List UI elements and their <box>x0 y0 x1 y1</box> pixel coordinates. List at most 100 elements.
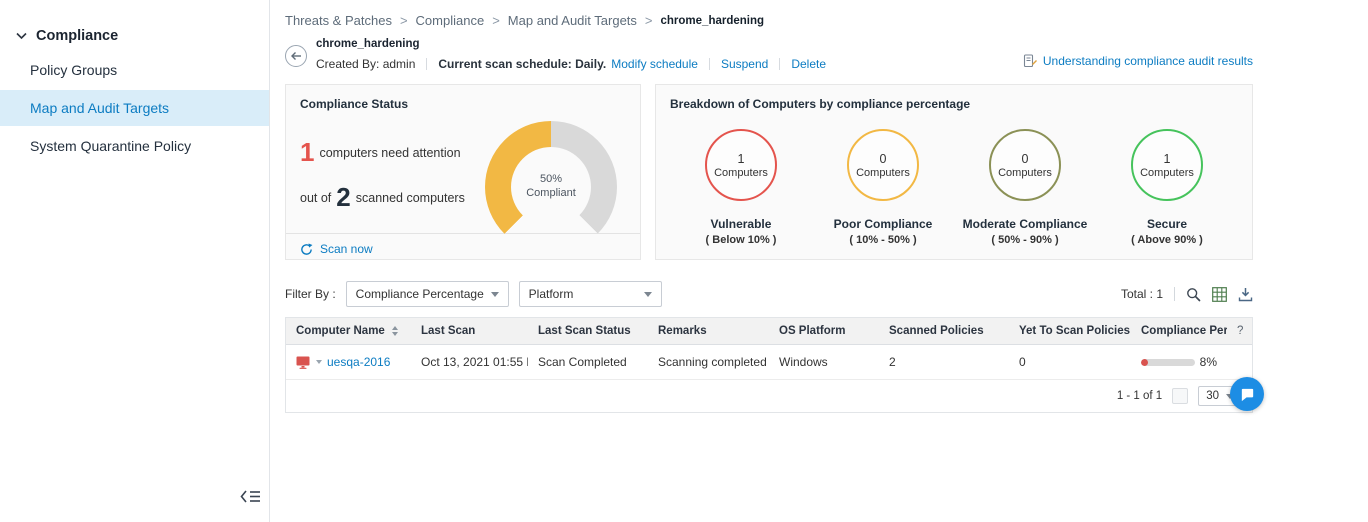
poor-compliance-count-circle[interactable]: 0 Computers <box>847 129 919 201</box>
chevron-down-icon <box>490 291 499 297</box>
suspend-link[interactable]: Suspend <box>720 57 769 71</box>
sidebar-item-system-quarantine-policy[interactable]: System Quarantine Policy <box>0 128 269 164</box>
main-content: Threats & Patches > Compliance > Map and… <box>270 0 1368 522</box>
page-size-value: 30 <box>1206 390 1219 402</box>
breadcrumb-compliance[interactable]: Compliance <box>415 13 485 28</box>
computers-table: Computer Name Last Scan Last Scan Status… <box>285 317 1253 413</box>
computer-name-link[interactable]: uesqa-2016 <box>327 355 391 369</box>
chevron-down-icon <box>16 32 27 40</box>
created-by-text: Created By: admin <box>316 57 416 71</box>
chat-icon <box>1241 388 1253 401</box>
refresh-icon <box>301 243 313 255</box>
column-remarks: Remarks <box>648 318 769 345</box>
column-yet-to-scan-policies: Yet To Scan Policies <box>1009 318 1131 345</box>
breakdown-title: Breakdown of Computers by compliance per… <box>670 97 971 111</box>
compliance-status-body: 1 computers need attention out of 2 scan… <box>286 111 640 253</box>
sidebar-item-map-and-audit-targets[interactable]: Map and Audit Targets <box>0 90 269 126</box>
understanding-results-link[interactable]: Understanding compliance audit results <box>1023 54 1253 71</box>
vulnerable-label: Vulnerable <box>710 217 772 231</box>
os-platform-cell: Windows <box>769 344 879 380</box>
header-info: chrome_hardening Created By: admin Curre… <box>316 38 826 71</box>
compliance-status-text: 1 computers need attention out of 2 scan… <box>300 111 468 233</box>
breadcrumb: Threats & Patches > Compliance > Map and… <box>285 0 1253 28</box>
search-icon <box>1187 287 1201 301</box>
poor-compliance-label: Poor Compliance <box>833 217 933 231</box>
breadcrumb-current: chrome_hardening <box>660 14 765 27</box>
compliance-percent-value: 8% <box>1199 355 1217 369</box>
back-arrow-icon <box>291 52 301 60</box>
back-button[interactable] <box>285 45 307 67</box>
computer-icon <box>296 356 310 369</box>
yet-to-scan-policies-cell: 0 <box>1009 344 1131 380</box>
column-computer-name-label: Computer Name <box>296 325 385 337</box>
modify-schedule-link[interactable]: Modify schedule <box>611 57 698 71</box>
scan-schedule-text: Current scan schedule: Daily. <box>438 57 607 71</box>
column-view-button[interactable] <box>1212 286 1227 302</box>
moderate-compliance-label: Moderate Compliance <box>962 217 1088 231</box>
sidebar-section-compliance[interactable]: Compliance <box>0 22 269 50</box>
scanned-policies-cell: 2 <box>879 344 1009 380</box>
poor-compliance-count: 0 <box>879 151 887 166</box>
sidebar-item-label: Policy Groups <box>30 62 118 78</box>
breakdown-item-moderate-compliance: 0 Computers Moderate Compliance ( 50% - … <box>954 129 1096 246</box>
row-actions-caret[interactable] <box>316 360 322 364</box>
scanned-label: scanned computers <box>355 190 465 205</box>
pagination-nav-button[interactable] <box>1172 388 1189 404</box>
chat-button[interactable] <box>1230 377 1264 411</box>
secure-count-circle[interactable]: 1 Computers <box>1131 129 1203 201</box>
content-column: Threats & Patches > Compliance > Map and… <box>285 0 1253 413</box>
vulnerable-range: ( Below 10% ) <box>705 234 777 246</box>
export-button[interactable] <box>1238 287 1253 302</box>
scan-now-link[interactable]: Scan now <box>320 242 373 256</box>
compliance-status-panel: Compliance Status 1 computers need atten… <box>285 84 641 260</box>
column-computer-name[interactable]: Computer Name <box>286 318 411 345</box>
breadcrumb-separator: > <box>492 13 500 28</box>
breadcrumb-map-audit-targets[interactable]: Map and Audit Targets <box>507 13 637 28</box>
divider <box>426 58 428 70</box>
secure-count: 1 <box>1163 151 1171 166</box>
header-meta: Created By: admin Current scan schedule:… <box>316 57 826 71</box>
sidebar-item-label: Map and Audit Targets <box>30 100 170 116</box>
chevron-down-icon <box>643 291 652 297</box>
breakdown-circles: 1 Computers Vulnerable ( Below 10% ) 0 C… <box>670 129 1238 246</box>
sidebar-nav: Policy Groups Map and Audit Targets Syst… <box>0 52 269 164</box>
scanned-count: 2 <box>336 182 351 212</box>
divider <box>779 58 781 70</box>
filter-by-label: Filter By : <box>285 287 336 301</box>
column-scanned-policies: Scanned Policies <box>879 318 1009 345</box>
out-of-label: out of <box>300 190 332 205</box>
doc-edit-icon <box>1023 54 1037 68</box>
table-row: uesqa-2016 Oct 13, 2021 01:55 P... Scan … <box>286 344 1252 380</box>
platform-dropdown[interactable]: Platform <box>518 281 662 307</box>
remarks-cell: Scanning completed s... <box>648 344 769 380</box>
compliance-gauge-text: 50% Compliant <box>476 172 626 200</box>
vulnerable-count-circle[interactable]: 1 Computers <box>705 129 777 201</box>
compliance-progressbar <box>1141 358 1195 366</box>
divider <box>1174 287 1175 301</box>
sidebar-section-label: Compliance <box>36 28 119 44</box>
breakdown-item-poor-compliance: 0 Computers Poor Compliance ( 10% - 50% … <box>812 129 954 246</box>
download-icon <box>1238 287 1253 301</box>
gauge-label: Compliant <box>526 187 576 199</box>
delete-link[interactable]: Delete <box>791 57 827 71</box>
column-last-scan-status: Last Scan Status <box>528 318 648 345</box>
column-help[interactable]: ? <box>1227 318 1252 345</box>
compliance-breakdown-panel: Breakdown of Computers by compliance per… <box>655 84 1253 260</box>
moderate-compliance-count-circle[interactable]: 0 Computers <box>989 129 1061 201</box>
sidebar-item-policy-groups[interactable]: Policy Groups <box>0 52 269 88</box>
breadcrumb-separator: > <box>399 13 408 28</box>
search-button[interactable] <box>1186 287 1201 302</box>
understanding-results-label: Understanding compliance audit results <box>1042 54 1253 68</box>
secure-unit: Computers <box>1140 166 1194 179</box>
breadcrumb-threats-patches[interactable]: Threats & Patches <box>285 13 392 28</box>
sort-icon[interactable] <box>391 326 398 336</box>
compliance-status-title: Compliance Status <box>300 97 409 111</box>
compliance-percentage-dropdown[interactable]: Compliance Percentage <box>345 281 509 307</box>
column-last-scan: Last Scan <box>411 318 528 345</box>
secure-range: ( Above 90% ) <box>1131 234 1203 246</box>
sidebar-collapse-button[interactable] <box>240 488 261 510</box>
computers-table-grid: Computer Name Last Scan Last Scan Status… <box>286 318 1252 380</box>
moderate-compliance-count: 0 <box>1021 151 1029 166</box>
moderate-compliance-unit: Computers <box>998 166 1052 179</box>
